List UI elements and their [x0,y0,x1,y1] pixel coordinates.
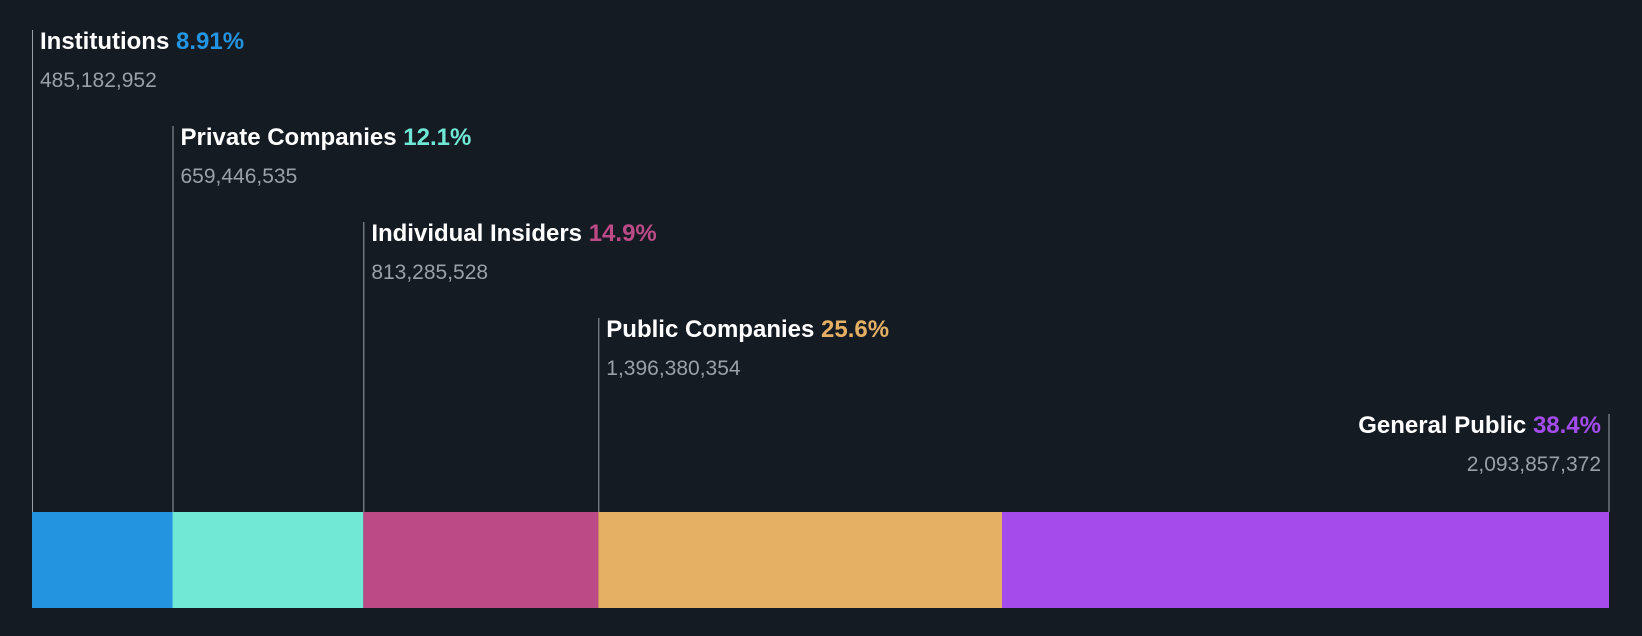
bar-segment-individual-insiders [363,512,599,608]
bar-segment-institutions [32,512,173,608]
segment-percent-private-companies: 12.1% [403,124,471,151]
segment-name-general-public: General Public [1358,412,1533,439]
segment-label-individual-insiders: Individual Insiders 14.9% [371,220,656,247]
segment-shares-private-companies: 659,446,535 [181,165,298,188]
segment-shares-public-companies: 1,396,380,354 [606,357,741,380]
segment-label-general-public: General Public 38.4% [1358,412,1601,439]
segment-name-public-companies: Public Companies [606,316,821,343]
segment-name-institutions: Institutions [40,28,176,55]
segment-shares-institutions: 485,182,952 [40,69,157,92]
segment-percent-general-public: 38.4% [1533,412,1601,439]
segment-name-individual-insiders: Individual Insiders [371,220,588,247]
segment-label-public-companies: Public Companies 25.6% [606,316,889,343]
segment-shares-general-public: 2,093,857,372 [1467,453,1601,476]
bar-segment-public-companies [598,512,1003,608]
bar-segment-private-companies [172,512,364,608]
segment-name-private-companies: Private Companies [181,124,404,151]
bar-segment-general-public [1002,512,1609,608]
segment-label-institutions: Institutions 8.91% [40,28,244,55]
segment-percent-institutions: 8.91% [176,28,244,55]
segment-percent-public-companies: 25.6% [821,316,889,343]
segment-label-private-companies: Private Companies 12.1% [181,124,472,151]
segment-percent-individual-insiders: 14.9% [589,220,657,247]
segment-shares-individual-insiders: 813,285,528 [371,261,488,284]
